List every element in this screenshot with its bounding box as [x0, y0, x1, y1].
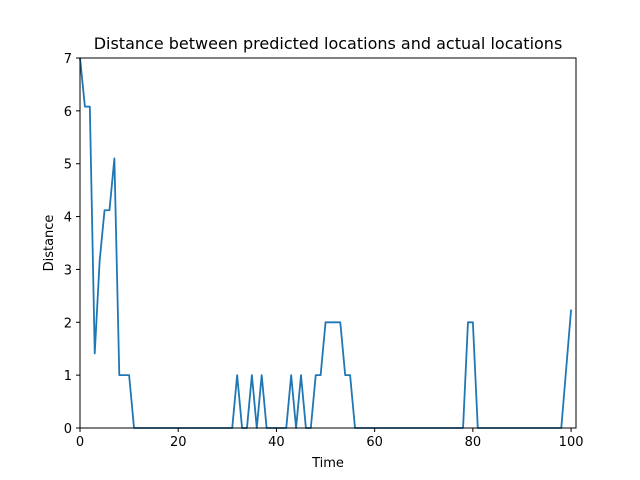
y-tick-label: 1	[64, 369, 72, 384]
x-tick-label: 0	[76, 435, 84, 450]
y-axis-ticks: 0 1 2 3 4 5 6 7	[64, 52, 80, 437]
x-axis-label: Time	[311, 456, 344, 471]
y-tick-label: 5	[64, 158, 72, 173]
y-tick-label: 3	[64, 263, 72, 278]
plot-frame	[79, 57, 577, 429]
x-tick-label: 80	[465, 435, 482, 450]
x-tick-label: 20	[170, 435, 187, 450]
chart-title: Distance between predicted locations and…	[94, 34, 563, 53]
x-tick-label: 40	[268, 435, 285, 450]
y-tick-label: 2	[64, 316, 72, 331]
y-axis-label: Distance	[42, 215, 57, 272]
series-line	[79, 57, 572, 429]
x-tick-label: 60	[366, 435, 383, 450]
x-tick-label: 100	[559, 435, 584, 450]
y-tick-label: 7	[64, 52, 72, 67]
x-axis-ticks: 0 20 40 60 80 100	[76, 428, 584, 450]
y-tick-label: 4	[64, 211, 72, 226]
y-tick-label: 6	[64, 105, 72, 120]
y-tick-label: 0	[64, 422, 72, 437]
